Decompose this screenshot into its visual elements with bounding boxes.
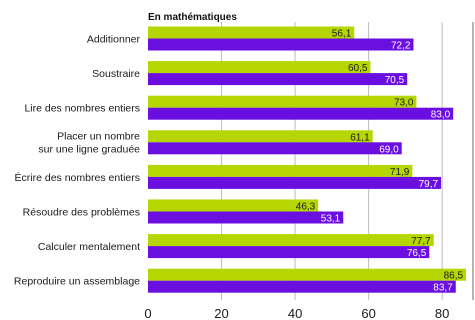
bar [148, 164, 413, 177]
bar-value-label: 83,7 [433, 283, 453, 294]
bar [148, 61, 371, 74]
bar [148, 199, 319, 212]
bar-value-label: 70,5 [385, 75, 405, 86]
x-tick-label: 80 [435, 306, 449, 320]
x-axis-ticks: 0 20 40 60 80 [144, 306, 449, 320]
value-labels: 56,1 72,2 60,5 70,5 73,0 83,0 61,1 69,0 71,9 79,7… [296, 29, 464, 294]
category-label-line: Placer un nombre [57, 130, 140, 142]
bar [148, 130, 373, 143]
category-label: Écrire des nombres entiers [15, 171, 140, 184]
bar [148, 176, 442, 189]
bar [148, 73, 408, 86]
x-tick-label: 0 [144, 306, 151, 320]
bar-value-label: 53,1 [321, 214, 341, 225]
bar-value-label: 86,5 [444, 271, 464, 282]
bar-value-label: 72,2 [391, 41, 411, 52]
bar [148, 95, 417, 108]
category-label: Résoudre des problèmes [23, 207, 140, 219]
bar [148, 142, 402, 155]
category-label: Soustraire [92, 68, 140, 80]
bar [148, 280, 456, 293]
category-label: Reproduire un assemblage [14, 276, 140, 288]
bar [148, 234, 434, 247]
bar-value-label: 69,0 [379, 144, 399, 155]
bar-value-label: 46,3 [296, 202, 316, 213]
x-tick-label: 60 [361, 306, 375, 320]
bar [148, 26, 355, 39]
bar-value-label: 60,5 [348, 63, 368, 74]
category-label: Lire des nombres entiers [24, 103, 140, 115]
bar-value-label: 73,0 [394, 98, 414, 109]
bar [148, 268, 467, 281]
x-tick-label: 40 [288, 306, 302, 320]
bar [148, 38, 414, 51]
category-label: Additionner [87, 34, 141, 46]
bar [148, 107, 454, 120]
bar-value-label: 56,1 [332, 29, 352, 40]
chart-title: En mathématiques [148, 12, 237, 23]
bar-value-label: 77,7 [411, 236, 431, 247]
category-label-line: sur une ligne graduée [38, 143, 140, 155]
x-tick-label: 20 [214, 306, 228, 320]
bar-value-label: 61,1 [350, 132, 370, 143]
bar [148, 246, 430, 259]
bar-value-label: 79,7 [419, 179, 439, 190]
bar-value-label: 76,5 [407, 248, 427, 259]
category-label: Calculer mentalement [38, 241, 140, 253]
category-label: Placer un nombre sur une ligne graduée [38, 130, 140, 155]
bar-value-label: 83,0 [431, 110, 451, 121]
bar-value-label: 71,9 [390, 167, 410, 178]
category-labels: Additionner Soustraire Lire des nombres en… [14, 34, 141, 288]
bar [148, 211, 344, 224]
bars [148, 26, 467, 293]
